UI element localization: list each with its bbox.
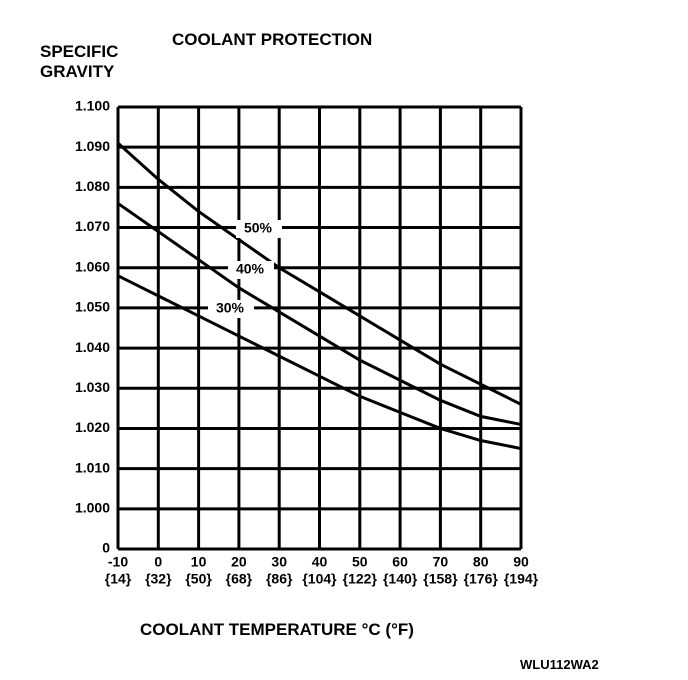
series-line bbox=[117, 202, 522, 426]
x-tick-label: -10 bbox=[108, 554, 128, 570]
x-tick-label: 80 bbox=[473, 554, 489, 570]
x-axis-label: COOLANT TEMPERATURE °C (°F) bbox=[140, 620, 414, 639]
y-tick-label: 1.080 bbox=[75, 178, 110, 194]
x-tick-label: 70 bbox=[433, 554, 449, 570]
series-label-bg bbox=[236, 220, 282, 238]
y-tick-label: 1.060 bbox=[75, 258, 110, 274]
x-tick-label: 30 bbox=[271, 554, 287, 570]
x-tick-label: 40 bbox=[312, 554, 328, 570]
x-secondary-label: {104} bbox=[302, 571, 337, 587]
x-secondary-label: {158} bbox=[423, 571, 458, 587]
series-line bbox=[116, 142, 522, 406]
x-secondary-label: {14} bbox=[105, 571, 132, 587]
x-secondary-label: {86} bbox=[266, 571, 293, 587]
y-tick-label: 1.030 bbox=[75, 379, 110, 395]
x-secondary-label: {32} bbox=[145, 571, 172, 587]
y-tick-label: 1.020 bbox=[75, 419, 110, 435]
y-tick-label: 1.010 bbox=[75, 459, 110, 475]
series-label: 40% bbox=[236, 261, 265, 277]
x-secondary-label: {68} bbox=[226, 571, 253, 587]
series-label: 30% bbox=[216, 300, 245, 316]
x-secondary-label: {140} bbox=[383, 571, 418, 587]
x-tick-label: 60 bbox=[392, 554, 408, 570]
x-tick-label: 20 bbox=[231, 554, 247, 570]
series-label-bg bbox=[208, 300, 254, 318]
x-secondary-label: {122} bbox=[343, 571, 378, 587]
y-tick-label: 1.040 bbox=[75, 339, 110, 355]
y-axis-label: SPECIFIC GRAVITY bbox=[40, 42, 119, 81]
y-tick-label: 1.000 bbox=[75, 500, 110, 516]
y-tick-label: 1.100 bbox=[75, 98, 110, 114]
x-secondary-label: {50} bbox=[185, 571, 212, 587]
series-label: 50% bbox=[244, 220, 273, 236]
y-tick-label: 0 bbox=[102, 540, 110, 556]
x-tick-label: 50 bbox=[352, 554, 368, 570]
x-tick-label: 0 bbox=[154, 554, 162, 570]
footnote: WLU112WA2 bbox=[520, 657, 599, 672]
x-tick-label: 10 bbox=[191, 554, 207, 570]
series-label-bg bbox=[228, 261, 274, 279]
chart-title: COOLANT PROTECTION bbox=[172, 30, 373, 49]
x-tick-label: 90 bbox=[513, 554, 529, 570]
series-line bbox=[117, 274, 522, 451]
y-tick-label: 1.090 bbox=[75, 138, 110, 154]
x-secondary-label: {194} bbox=[504, 571, 539, 587]
y-tick-label: 1.070 bbox=[75, 218, 110, 234]
y-tick-label: 1.050 bbox=[75, 299, 110, 315]
x-secondary-label: {176} bbox=[464, 571, 499, 587]
